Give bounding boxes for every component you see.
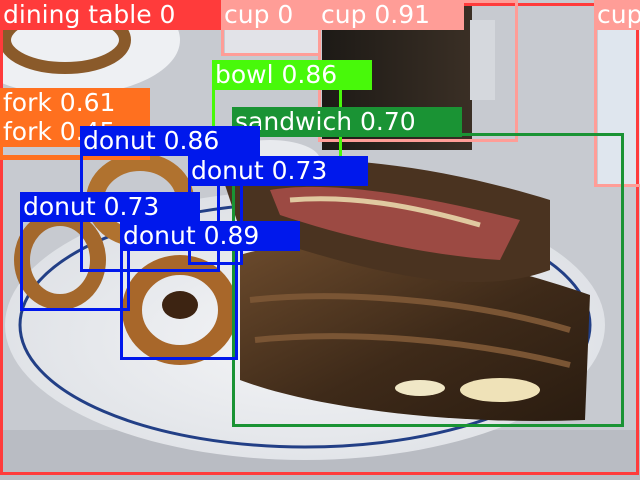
fork-label-1: fork 0.61 [0, 88, 150, 118]
cup-label-2: cup 0.91 [318, 0, 464, 30]
bowl-label: bowl 0.86 [212, 60, 372, 90]
dining-table-label: dining table 0 [0, 0, 221, 30]
cup-label-3: cup [594, 0, 640, 30]
donut-label-4: donut 0.89 [120, 221, 300, 251]
cup-label-1: cup 0 [221, 0, 318, 30]
donut-label-3: donut 0.73 [20, 192, 200, 222]
sandwich-label: sandwich 0.70 [232, 107, 462, 137]
donut-label-2: donut 0.73 [188, 156, 368, 186]
donut-label-1: donut 0.86 [80, 126, 260, 156]
